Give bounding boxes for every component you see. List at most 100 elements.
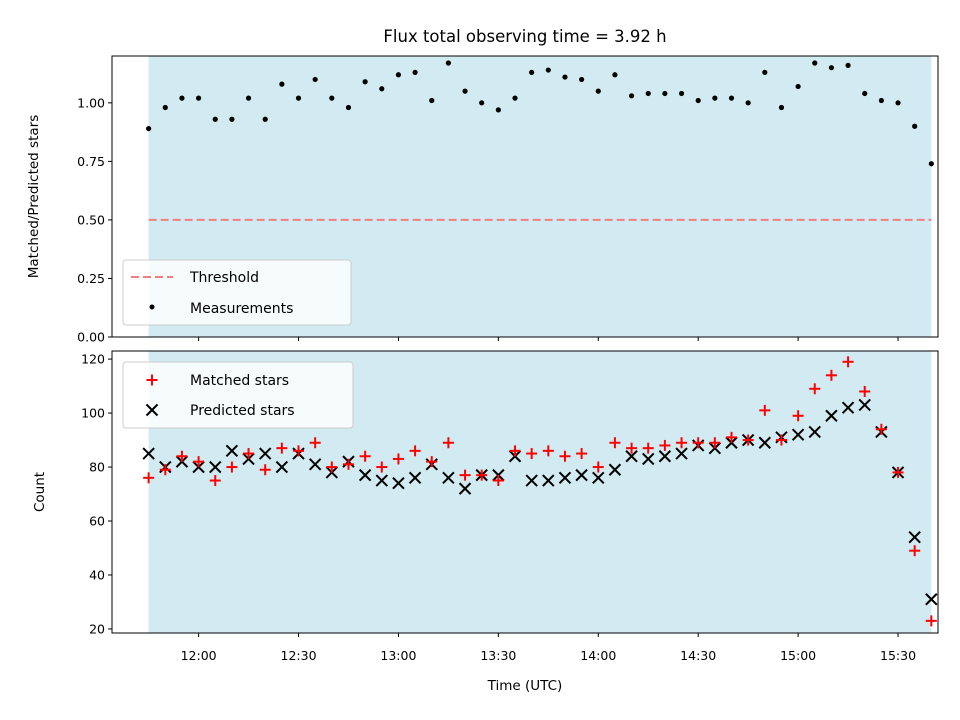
measurement-point: [362, 79, 368, 85]
measurement-point: [678, 90, 685, 97]
measurement-point: [545, 67, 551, 73]
matched-stars-point: [909, 545, 921, 557]
matched-stars-point: [426, 456, 438, 468]
measurement-point: [412, 69, 418, 75]
matched-stars-point: [442, 437, 454, 449]
count-x-tick-label: 15:00: [780, 648, 816, 663]
measurement-point: [912, 123, 918, 129]
matched-stars-point: [859, 385, 871, 397]
count-legend: Matched stars Predicted stars: [122, 361, 354, 429]
matched-stars-point: [576, 448, 588, 460]
ratio-y-tick-label: 0.75: [77, 154, 105, 169]
measurement-point: [895, 100, 901, 106]
measurement-point: [928, 161, 934, 167]
legend-threshold-label: Threshold: [189, 270, 259, 286]
matched-stars-point: [759, 404, 771, 416]
measurement-point: [212, 116, 218, 122]
matched-stars-point: [825, 369, 837, 381]
matched-stars-point: [309, 437, 321, 449]
legend-predicted-label: Predicted stars: [190, 403, 295, 419]
measurement-point: [762, 69, 768, 75]
matched-stars-point: [276, 442, 288, 454]
measurement-point: [645, 90, 651, 97]
matched-stars-point: [742, 434, 754, 446]
predicted-stars-point: [408, 471, 422, 485]
measurement-point: [429, 97, 435, 104]
matched-stars-point: [526, 448, 538, 460]
matched-stars-point: [243, 448, 255, 460]
matched-stars-point: [809, 383, 821, 395]
measurement-point: [179, 95, 185, 101]
count-x-tick-label: 13:30: [480, 648, 516, 663]
predicted-stars-point: [925, 593, 938, 606]
measurement-point: [195, 95, 202, 101]
measurement-point: [245, 95, 252, 101]
count-plot-frame: [111, 350, 939, 634]
measurement-point: [395, 72, 402, 78]
matched-stars-point: [626, 442, 638, 454]
measurement-point: [512, 95, 518, 101]
ratio-panel: Flux total observing time = 3.92 h 0.00 0…: [26, 27, 939, 345]
predicted-stars-point: [525, 474, 538, 487]
predicted-stars-point: [142, 447, 155, 460]
count-x-tick-label: 14:00: [580, 648, 616, 663]
measurement-point: [595, 88, 601, 94]
predicted-stars-point: [858, 398, 871, 412]
matched-stars-point: [293, 445, 305, 457]
predicted-stars-point: [358, 468, 372, 482]
measurement-point: [878, 97, 884, 104]
measurement-point: [445, 60, 451, 66]
measurement-point: [229, 116, 235, 122]
matched-stars-point: [775, 434, 787, 446]
measurement-point: [479, 100, 485, 106]
predicted-stars-point: [458, 482, 472, 495]
matched-stars-point: [842, 356, 854, 368]
predicted-stars-point: [442, 471, 455, 485]
count-legend-box: [122, 361, 354, 429]
matched-stars-point: [159, 464, 171, 476]
legend-measurements-swatch: [149, 304, 155, 310]
predicted-stars-point: [375, 474, 388, 487]
count-x-tick-label: 14:30: [680, 648, 716, 663]
matched-stars-point: [559, 450, 571, 462]
measurement-point: [712, 95, 718, 101]
measurement-point: [862, 90, 868, 97]
ratio-legend-box: [122, 259, 352, 326]
matched-stars-point: [226, 461, 238, 473]
measurement-point: [728, 95, 735, 101]
measurement-point: [778, 104, 785, 111]
matched-stars-point: [143, 472, 155, 484]
matched-stars-point: [642, 442, 654, 454]
chart-title: Flux total observing time = 3.92 h: [383, 27, 666, 46]
matched-stars-point: [676, 437, 688, 449]
predicted-stars-point: [308, 458, 322, 471]
matched-stars-point: [359, 450, 371, 462]
count-y-tick-label: 60: [89, 514, 105, 529]
matched-stars-point: [659, 439, 671, 451]
matched-stars-point: [259, 464, 271, 476]
measurement-point: [812, 60, 818, 66]
matched-stars-point: [376, 461, 388, 473]
measurement-point: [745, 100, 751, 106]
matched-stars-point: [392, 453, 404, 465]
measurement-point: [628, 93, 635, 99]
legend-predicted-marker: [145, 403, 159, 417]
count-y-tick-label: 40: [89, 567, 105, 582]
ratio-y-tick-label: 0.00: [77, 330, 105, 345]
predicted-stars-point: [608, 463, 622, 476]
predicted-stars-point: [825, 409, 838, 422]
count-y-tick-label: 120: [81, 352, 105, 367]
matched-stars-point: [342, 458, 354, 470]
count-x-axis-label: Time (UTC): [487, 678, 563, 694]
predicted-stars-point: [225, 444, 239, 458]
matched-stars-point: [726, 431, 737, 443]
predicted-stars-point: [625, 450, 638, 463]
predicted-stars-point: [658, 450, 672, 463]
count-x-tick-label: 15:30: [880, 648, 916, 663]
matched-stars-point: [176, 450, 188, 462]
predicted-stars-point: [791, 428, 805, 441]
measurement-point: [662, 90, 668, 97]
matched-stars-point: [459, 469, 471, 481]
predicted-stars-point: [575, 468, 588, 482]
measurement-point: [612, 72, 618, 78]
